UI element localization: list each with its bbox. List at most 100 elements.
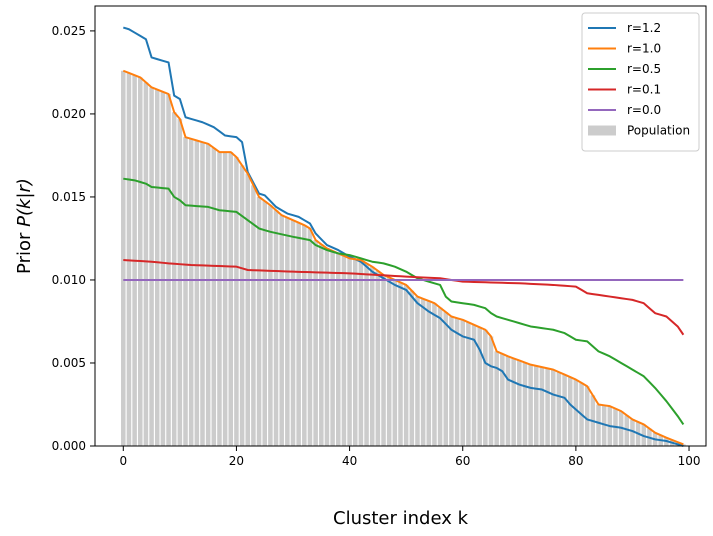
series-line-r-0-5	[123, 177, 685, 425]
population-bar	[477, 327, 482, 446]
population-bar	[251, 185, 256, 447]
population-bar	[375, 270, 381, 446]
population-bar	[183, 137, 188, 447]
population-bar	[601, 405, 607, 446]
population-bar	[217, 152, 222, 446]
y-tick-label: 0.025	[52, 24, 86, 38]
y-tick-label: 0.015	[52, 190, 86, 204]
y-axis-title-prefix: Prior	[14, 227, 35, 274]
population-bar	[460, 319, 465, 446]
population-bar	[381, 274, 386, 446]
population-bar	[466, 322, 471, 446]
population-bar	[285, 217, 290, 446]
population-bar	[302, 225, 307, 446]
population-bar	[330, 250, 335, 446]
legend-label: r=0.1	[627, 83, 661, 97]
population-bar	[534, 365, 539, 446]
plot-frame	[94, 5, 707, 447]
population-bar	[471, 324, 477, 446]
population-bar	[596, 404, 601, 446]
legend-label: r=0.0	[627, 103, 661, 117]
x-tick-label: 100	[678, 454, 701, 468]
population-bar	[290, 220, 296, 446]
population-bar	[121, 70, 126, 447]
y-tick-label: 0.010	[52, 273, 86, 287]
population-bar	[352, 259, 358, 446]
population-bar	[149, 87, 154, 446]
population-bar	[279, 215, 284, 446]
population-bar	[307, 228, 313, 446]
population-bar	[488, 336, 494, 446]
legend-label: r=1.2	[627, 21, 661, 35]
population-bar	[511, 358, 516, 446]
population-bar	[505, 356, 511, 446]
population-bar	[392, 279, 398, 446]
population-bar	[245, 173, 251, 446]
x-tick-label: 60	[455, 454, 470, 468]
y-axis-title-math: P(k|r)	[14, 178, 35, 227]
population-bar	[194, 140, 200, 446]
population-bar	[398, 282, 403, 446]
x-tick-label: 20	[229, 454, 244, 468]
population-bars	[121, 70, 686, 447]
x-axis-title: Cluster index k	[333, 508, 469, 529]
legend-label: r=1.0	[627, 42, 661, 56]
population-bar	[262, 201, 267, 446]
legend-label: Population	[627, 124, 690, 138]
population-bar	[437, 307, 443, 446]
population-bar	[273, 210, 279, 446]
population-bar	[449, 316, 454, 446]
population-bar	[211, 147, 217, 446]
population-bar	[364, 263, 369, 446]
y-tick-label: 0.005	[52, 356, 86, 370]
population-bar	[166, 94, 171, 446]
legend-swatch	[588, 125, 616, 136]
population-bar	[324, 248, 330, 446]
population-bar	[624, 415, 630, 446]
population-bar	[454, 318, 460, 446]
population-bar	[341, 255, 347, 446]
legend: r=1.2 r=1.0 r=0.5 r=0.1 r=0.0 Population	[581, 12, 700, 152]
population-bar	[432, 303, 437, 446]
population-bar	[528, 364, 533, 446]
population-bar	[567, 377, 573, 446]
series-lines	[122, 26, 685, 447]
population-bar	[403, 284, 409, 446]
x-tick-label: 80	[568, 454, 583, 468]
population-bar	[347, 258, 352, 446]
population-bar	[319, 244, 324, 446]
population-bar	[268, 205, 273, 446]
population-bar	[239, 165, 245, 446]
population-bar	[228, 152, 234, 446]
population-bar	[369, 266, 375, 446]
population-bar	[443, 312, 449, 446]
population-bar	[313, 240, 318, 446]
population-bar	[584, 386, 590, 446]
population-bar	[256, 196, 262, 446]
population-bar	[522, 362, 528, 446]
population-bar	[154, 89, 160, 446]
population-bar	[420, 298, 426, 446]
population-bar	[517, 360, 522, 446]
x-tick-label: 40	[342, 454, 357, 468]
population-bar	[188, 138, 194, 446]
population-bar	[205, 143, 211, 446]
population-bar	[573, 379, 579, 446]
population-bar	[336, 253, 341, 446]
population-bar	[409, 290, 415, 446]
population-bar	[358, 260, 364, 446]
population-bar	[550, 369, 556, 446]
population-bar	[630, 419, 635, 446]
population-bar	[426, 300, 432, 446]
population-bar	[562, 374, 567, 446]
series-line-r-1-2	[123, 26, 684, 447]
population-bar	[222, 152, 228, 446]
series-line-r-0-1	[123, 259, 685, 336]
population-bar	[177, 118, 183, 446]
x-tick-label: 0	[119, 454, 127, 468]
population-bar	[415, 296, 420, 446]
legend-label: r=0.5	[627, 62, 661, 76]
population-bar	[494, 351, 499, 446]
population-bar	[296, 222, 301, 446]
